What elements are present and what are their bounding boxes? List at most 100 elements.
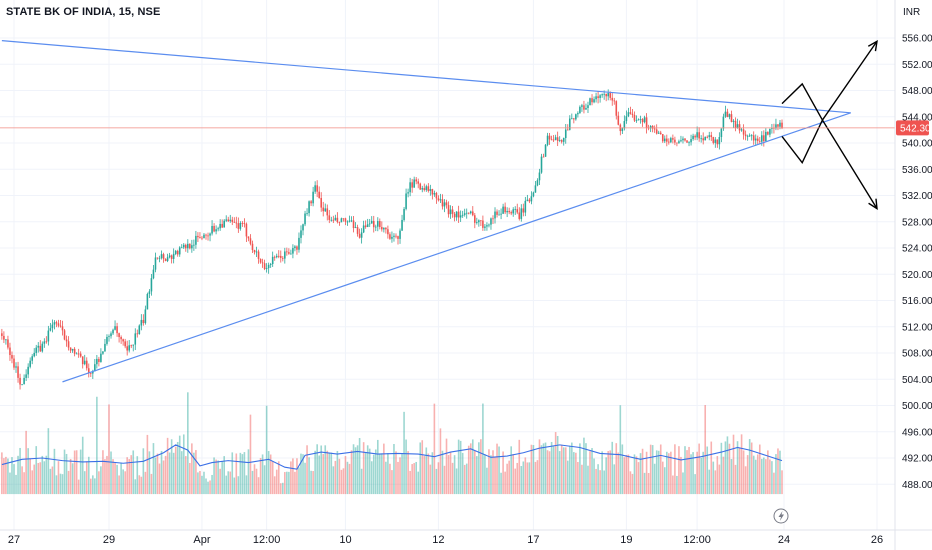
candle-body [330,219,333,221]
candle-body [692,135,694,140]
candle-body [213,225,215,232]
candle-body [613,100,616,102]
trendlines[interactable] [1,40,851,383]
volume-bar [27,448,29,495]
volume-bar [31,470,33,495]
volume-bar [702,451,704,495]
volume-bar [522,461,525,495]
volume-bar [672,475,674,495]
volume-bar [478,442,480,495]
volume-bar [471,439,474,495]
candle-body [649,125,652,129]
candle-body [560,140,563,142]
volume-bar [423,455,426,495]
candle-body [124,341,126,347]
candle-body [334,217,337,221]
candle-body [27,366,29,375]
price-tick-label: 508.00 [902,349,932,360]
volume-bar [722,456,725,495]
volume-bar [140,476,143,495]
candle-body [746,135,749,137]
volume-bar [338,458,341,495]
candle-body [43,341,46,344]
candle-body [407,192,409,194]
price-axis[interactable]: 556.00 552.00 548.00 544.00 540.00 536.00 532.… [894,0,932,550]
volume-bar [769,459,771,495]
volume-bar [322,453,325,495]
volume-bar [92,475,94,495]
volume-bar [53,448,56,495]
candle-body [504,206,506,213]
time-axis[interactable]: 27 29 Apr 12:00 10 12 17 19 12:00 24 26 [0,529,932,546]
replay-button[interactable] [773,508,789,524]
volume-bar [627,454,630,495]
price-tick-label: 516.00 [902,296,932,307]
volume-bar [538,439,541,495]
volume-bar [763,457,765,495]
candle-body [431,189,434,195]
candle-body [494,211,496,219]
candle-body [356,227,359,234]
candle-body [710,135,713,138]
volume-bar [35,446,38,495]
candle-body [203,234,205,239]
candle-body [601,94,603,96]
candle-body [575,114,577,120]
candle-body [625,116,628,122]
volume-bar [296,458,298,495]
candle-body [480,220,482,222]
candle-body [482,220,484,228]
volume-bar [229,471,232,495]
candle-body [726,111,729,118]
volume-bar [11,457,13,495]
volume-bar [544,442,547,495]
time-tick-label: Apr [193,534,210,546]
candle-body [205,234,207,236]
volume-bar [403,411,405,495]
volume-bar [437,462,440,495]
candle-body [765,131,767,142]
candle-body [134,333,137,345]
volume-bar [191,443,193,495]
candle-body [502,206,504,214]
candle-body [69,347,72,351]
volume-bar [550,441,553,495]
volume-bar [201,475,203,495]
volume-bar [534,461,537,495]
candle-body [611,97,614,101]
volume-bar [678,446,680,495]
candle-body [128,345,131,351]
volume-bar [694,474,696,495]
price-tick-label: 492.00 [902,454,932,465]
volume-bar [372,454,375,495]
volume-bar [615,443,618,495]
volume-bar [33,464,36,495]
volume-bar [197,472,199,495]
candle-body [209,233,211,236]
candle-body [271,256,274,265]
volume-bar [75,450,78,495]
candle-body [752,135,755,141]
zigzag-down-arrow [781,118,878,209]
volume-bar [524,457,527,495]
volume-bar [180,451,183,495]
candle-body [455,211,458,218]
volume-bar [591,448,593,495]
candle-body [126,346,128,351]
volume-bar [419,442,422,495]
volume-bar [195,450,197,495]
volume-bar [698,443,700,495]
volume-bar [736,441,739,495]
volume-bar [767,450,769,495]
candle-body [195,235,197,245]
volume-bar [548,451,551,495]
time-tick-label: 19 [620,534,632,546]
volume-bar [138,475,141,495]
volume-bar [116,464,118,495]
volume-bar [284,472,286,495]
volume-bar [651,445,654,495]
volume-bar [421,440,424,495]
arrow-annotations[interactable] [781,39,878,210]
